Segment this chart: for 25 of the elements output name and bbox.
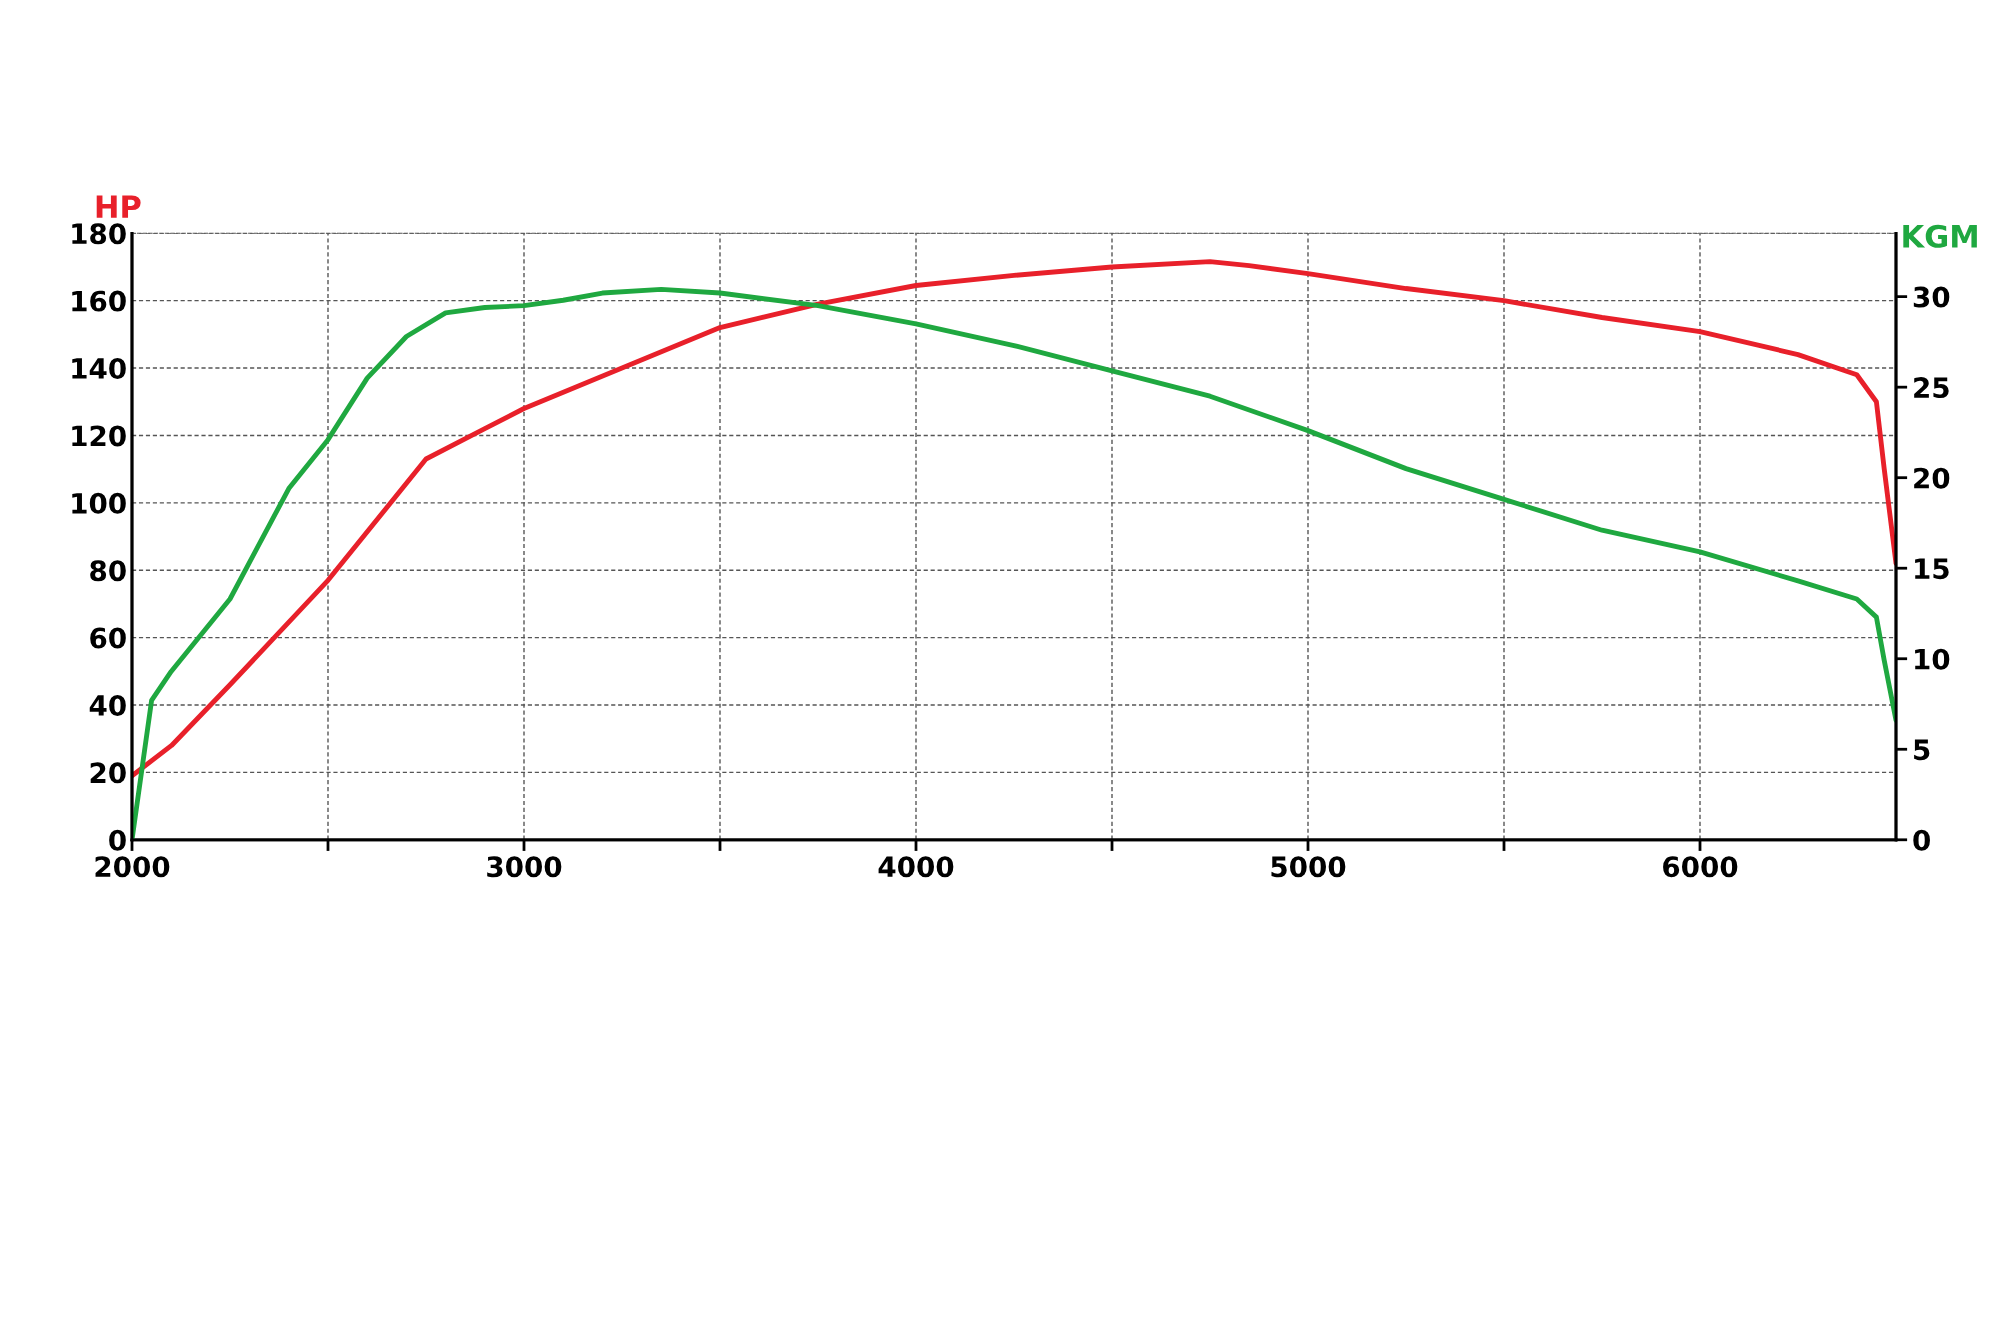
x-tick-label: 4000	[878, 856, 954, 878]
y2-tick-label: 15	[1915, 558, 1949, 580]
y2-tick-label: 10	[1915, 648, 1950, 670]
y2-tick-label: 5	[1914, 739, 1930, 761]
y-tick-label: 180	[72, 223, 126, 245]
x-tick-label: 6000	[1663, 856, 1738, 878]
y-axis-title: HP	[96, 195, 141, 218]
y2-tick-label: 30	[1913, 286, 1950, 308]
y-tick-label: 160	[72, 290, 126, 312]
x-tick-label: 5000	[1271, 856, 1346, 878]
y2-tick-label: 20	[1914, 467, 1950, 489]
y2-tick-label: 0	[1913, 829, 1930, 851]
y-tick-label: 0	[109, 829, 126, 851]
y-tick-label: 100	[72, 492, 126, 514]
y-tick-label: 40	[89, 694, 126, 716]
y-tick-label: 120	[72, 425, 126, 447]
y-tick-label: 60	[90, 627, 126, 649]
y-tick-label: 140	[72, 357, 126, 379]
y2-tick-label: 25	[1914, 377, 1949, 399]
y-tick-label: 80	[90, 560, 126, 582]
y-tick-label: 20	[90, 762, 126, 784]
y2-axis-title: KGM	[1903, 224, 1977, 248]
x-tick-label: 2000	[95, 856, 170, 878]
x-tick-label: 3000	[487, 856, 562, 878]
line-series	[132, 259, 1896, 779]
